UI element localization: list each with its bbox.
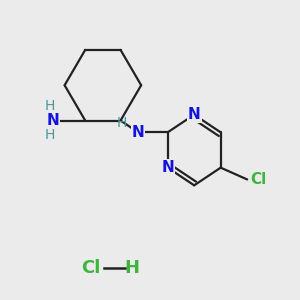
Text: H: H [45, 99, 55, 113]
Text: N: N [46, 113, 59, 128]
Text: H: H [45, 128, 55, 142]
Text: N: N [188, 107, 200, 122]
Text: Cl: Cl [81, 259, 101, 277]
Text: H: H [125, 259, 140, 277]
Text: N: N [161, 160, 174, 175]
Text: H: H [117, 116, 127, 130]
Text: N: N [132, 125, 145, 140]
Text: Cl: Cl [250, 172, 266, 187]
